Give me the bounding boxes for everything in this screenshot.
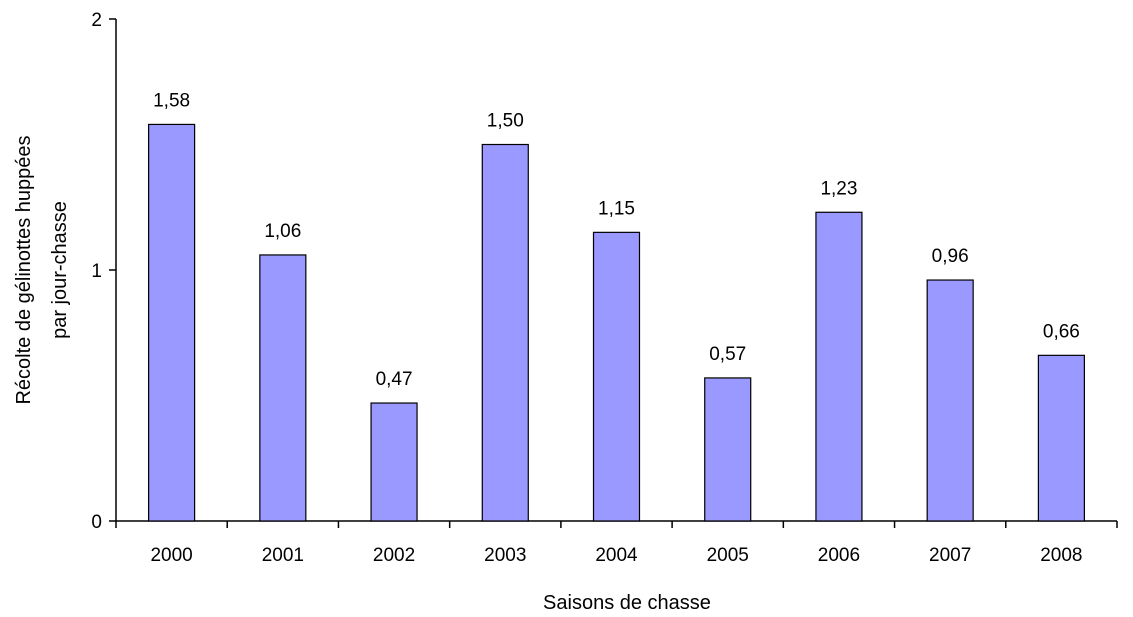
- x-tick-label: 2003: [484, 545, 526, 566]
- y-tick-label: 1: [91, 261, 102, 282]
- x-tick-label: 2008: [1040, 545, 1082, 566]
- data-label-2004: 1,15: [598, 198, 635, 219]
- x-tick-label: 2001: [262, 545, 304, 566]
- bar-2007: [926, 279, 974, 522]
- bar-2008: [1037, 354, 1085, 522]
- x-tick-label: 2000: [150, 545, 192, 566]
- data-label-2008: 0,66: [1043, 321, 1080, 342]
- bar-2000: [148, 123, 196, 522]
- data-label-2005: 0,57: [709, 344, 746, 365]
- x-axis-title: Saisons de chasse: [543, 592, 711, 614]
- data-label-2002: 0,47: [376, 369, 413, 390]
- data-label-2007: 0,96: [932, 246, 969, 267]
- bar-2005: [704, 377, 752, 522]
- y-axis-title-line-2: par jour-chasse: [49, 201, 71, 339]
- data-label-2001: 1,06: [264, 221, 301, 242]
- x-axis: 2000 2001 2002 2003 2004 2005 2006 2007 2008: [115, 520, 1118, 566]
- x-tick-label: 2006: [818, 545, 860, 566]
- bar-2004: [592, 231, 641, 522]
- y-tick-label: 0: [91, 512, 102, 533]
- data-label-2006: 1,23: [820, 178, 857, 199]
- y-tick-label: 2: [91, 10, 102, 31]
- bar-2003: [481, 143, 529, 522]
- bar-2001: [259, 254, 307, 522]
- bar-2002: [370, 402, 418, 522]
- data-labels: 1,58 1,06 0,47 1,50 1,15 0,57 1,23 0,96 0,66: [153, 90, 1080, 390]
- x-tick-label: 2005: [707, 545, 749, 566]
- y-axis-title-line-1: Récolte de gélinottes huppées: [13, 135, 35, 404]
- data-label-2000: 1,58: [153, 90, 190, 111]
- x-tick-label: 2002: [373, 545, 415, 566]
- y-axis: 0 1 2: [91, 10, 117, 533]
- y-axis-title: Récolte de gélinottes huppées par jour-c…: [13, 135, 71, 404]
- x-tick-label: 2004: [595, 545, 638, 566]
- bars: [148, 123, 1085, 522]
- data-label-2003: 1,50: [487, 111, 524, 132]
- x-tick-label: 2007: [929, 545, 971, 566]
- bar-2006: [815, 211, 863, 522]
